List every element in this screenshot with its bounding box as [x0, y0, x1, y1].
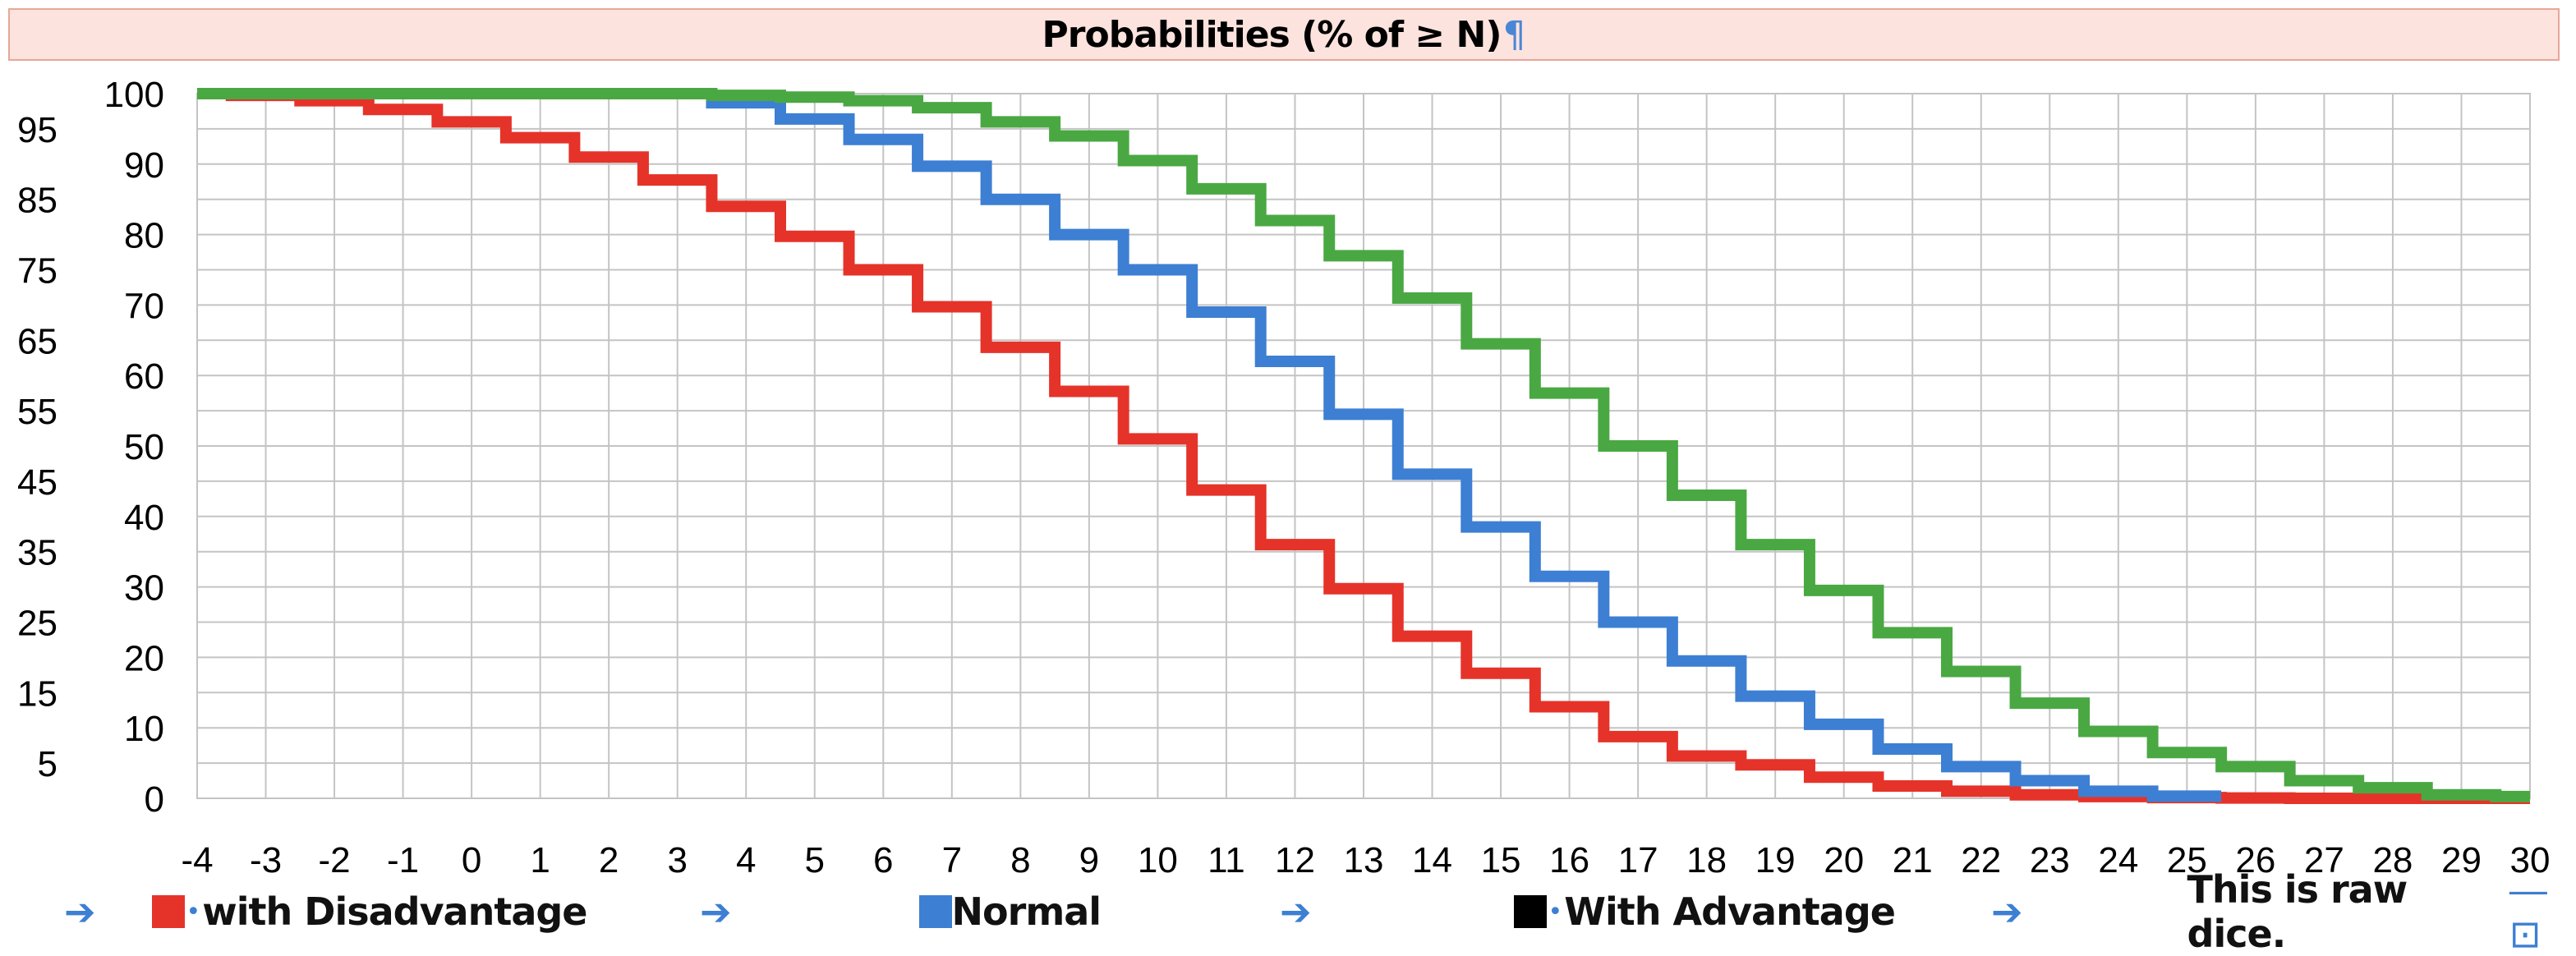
- y-tick-label-minor: 35: [17, 533, 58, 573]
- x-tick-label: 8: [1010, 840, 1030, 880]
- series-line-1: [642, 88, 2222, 802]
- x-tick-label: 21: [1893, 840, 1933, 880]
- x-tick-label: 28: [2372, 840, 2413, 880]
- arrow-icon: ➔: [700, 889, 732, 934]
- x-tick-label: 6: [873, 840, 893, 880]
- x-tick-label: -2: [318, 840, 350, 880]
- arrow-icon: ➔: [64, 889, 96, 934]
- legend-item-advantage: ➔ • With Advantage: [1280, 887, 1896, 936]
- x-tick-label: 23: [2030, 840, 2070, 880]
- y-tick-label-minor: 65: [17, 321, 58, 361]
- x-tick-label: 3: [667, 840, 687, 880]
- legend-item-disadvantage: ➔ • with Disadvantage: [64, 887, 588, 936]
- legend-swatch-normal: [918, 895, 952, 928]
- y-tick-label: 30: [124, 568, 164, 609]
- pilcrow-icon: ¶: [1502, 13, 1526, 56]
- series-line-2: [197, 88, 2530, 802]
- legend-swatch-disadvantage: [151, 895, 185, 928]
- x-tick-label: 22: [1961, 840, 2001, 880]
- x-tick-label: 10: [1138, 840, 1178, 880]
- legend-swatch-advantage: [1513, 895, 1547, 928]
- x-tick-label: 0: [462, 840, 481, 880]
- x-tick-label: 12: [1275, 840, 1315, 880]
- chart-title-bar: Probabilities (% of ≥ N) ¶: [8, 8, 2560, 61]
- y-tick-label: 60: [124, 356, 164, 397]
- x-tick-label: 25: [2167, 840, 2207, 880]
- x-tick-label: 4: [736, 840, 756, 880]
- y-tick-label: 20: [124, 638, 164, 678]
- x-tick-label: 26: [2235, 840, 2275, 880]
- y-tick-label: 50: [124, 427, 164, 467]
- x-tick-label: 1: [530, 840, 550, 880]
- y-tick-label: 10: [124, 709, 164, 749]
- y-tick-label: 0: [145, 779, 164, 820]
- legend-note: ➔ This is raw dice. —⊡: [1991, 867, 2576, 956]
- legend-item-normal: ➔ Normal: [700, 887, 1102, 936]
- chart-title: Probabilities (% of ≥ N): [1042, 13, 1502, 56]
- legend-label-advantage: With Advantage: [1564, 889, 1896, 934]
- x-tick-label: -1: [387, 840, 419, 880]
- x-tick-label: 27: [2304, 840, 2344, 880]
- y-tick-label-minor: 75: [17, 251, 58, 292]
- y-tick-label: 80: [124, 216, 164, 256]
- y-tick-label-minor: 95: [17, 110, 58, 150]
- legend-label-disadvantage: with Disadvantage: [202, 889, 587, 934]
- x-tick-label: 29: [2441, 840, 2482, 880]
- y-tick-label-minor: 45: [17, 462, 58, 503]
- x-tick-label: 24: [2098, 840, 2138, 880]
- x-tick-label: 17: [1618, 840, 1658, 880]
- space-dot-icon: •: [186, 897, 201, 926]
- x-tick-label: 30: [2510, 840, 2551, 880]
- y-tick-label: 100: [104, 75, 164, 115]
- y-tick-label: 70: [124, 286, 164, 326]
- x-tick-label: 16: [1549, 840, 1589, 880]
- x-tick-label: 13: [1344, 840, 1384, 880]
- arrow-icon: ➔: [1991, 889, 2023, 934]
- y-tick-label-minor: 15: [17, 673, 58, 714]
- space-dot-icon: •: [1548, 897, 1563, 926]
- x-tick-label: 14: [1412, 840, 1452, 880]
- y-tick-label-minor: 5: [38, 744, 58, 784]
- legend: ➔ • with Disadvantage ➔ Normal ➔ • With …: [0, 867, 2576, 956]
- y-tick-label-minor: 55: [17, 392, 58, 432]
- x-tick-label: 20: [1824, 840, 1864, 880]
- x-tick-label: 7: [942, 840, 962, 880]
- x-tick-label: 15: [1481, 840, 1521, 880]
- x-tick-label: 18: [1686, 840, 1727, 880]
- y-tick-label-minor: 25: [17, 604, 58, 644]
- y-tick-label: 40: [124, 498, 164, 538]
- arrow-icon: ➔: [1280, 889, 1312, 934]
- x-tick-label: -3: [250, 840, 282, 880]
- x-tick-label: 5: [805, 840, 825, 880]
- x-tick-label: -4: [181, 840, 213, 880]
- x-tick-label: 11: [1208, 840, 1245, 880]
- x-tick-label: 19: [1755, 840, 1796, 880]
- legend-label-normal: Normal: [951, 889, 1102, 934]
- y-tick-label-minor: 85: [17, 181, 58, 221]
- x-tick-label: 9: [1079, 840, 1099, 880]
- x-tick-label: 2: [599, 840, 619, 880]
- y-tick-label: 90: [124, 145, 164, 186]
